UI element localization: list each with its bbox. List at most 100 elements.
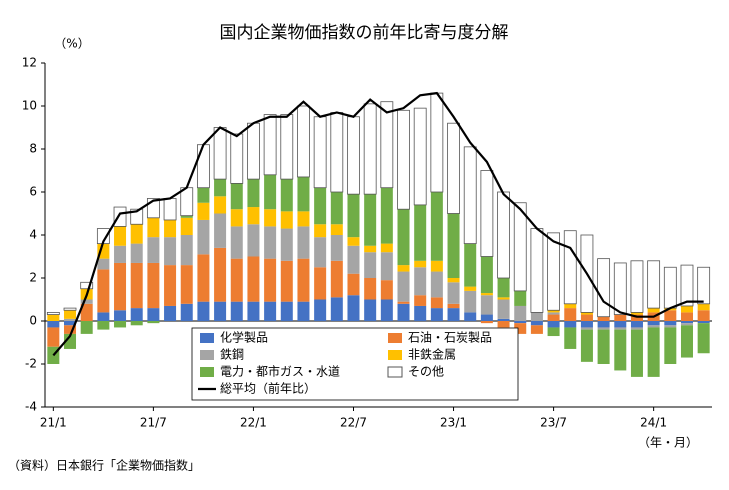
bar-segment xyxy=(414,260,427,268)
bar-segment xyxy=(63,307,77,311)
bar-segment xyxy=(630,327,643,330)
bar-segment xyxy=(464,290,477,313)
bar-segment xyxy=(330,224,343,235)
legend-label: 総平均（前年比） xyxy=(220,381,316,396)
bar-segment xyxy=(680,323,693,326)
bar-segment xyxy=(630,312,643,315)
bar-segment xyxy=(97,269,110,313)
bar-segment xyxy=(514,305,527,321)
bar-segment xyxy=(547,327,560,337)
bar-segment xyxy=(314,237,327,268)
legend-box xyxy=(191,327,519,401)
bar-segment xyxy=(413,107,427,206)
bar-segment xyxy=(80,321,93,334)
bar-segment xyxy=(297,105,310,178)
bar-segment xyxy=(514,323,527,334)
y-tick-label: 0 xyxy=(29,314,37,328)
bar-segment xyxy=(80,281,94,290)
bar-segment xyxy=(297,226,310,259)
bar-segment xyxy=(447,308,460,321)
bar-segment xyxy=(114,226,127,246)
bar-segment xyxy=(514,321,527,324)
bar-segment xyxy=(380,252,393,281)
legend-label: 化学製品 xyxy=(220,330,268,345)
bar-segment xyxy=(497,299,510,319)
bar-segment xyxy=(613,262,627,315)
bar-segment xyxy=(147,262,160,309)
legend-swatch xyxy=(387,366,403,378)
bar-segment xyxy=(564,303,577,309)
bar-segment xyxy=(130,262,143,309)
bar-segment xyxy=(663,266,677,309)
bar-segment xyxy=(130,224,143,244)
bar-segment xyxy=(197,144,210,189)
bar-segment xyxy=(547,232,560,311)
bar-segment xyxy=(513,202,527,292)
bar-segment xyxy=(430,92,444,193)
bar-segment xyxy=(214,179,227,197)
bar-segment xyxy=(580,327,593,330)
bar-segment xyxy=(97,321,110,330)
bar-segment xyxy=(64,310,77,319)
y-tick-label: -2 xyxy=(25,357,37,371)
bar-segment xyxy=(397,301,410,304)
bar-segment xyxy=(697,266,711,305)
bar-segment xyxy=(647,321,660,326)
bar-segment xyxy=(614,327,627,330)
bar-segment xyxy=(197,301,210,321)
bar-segment xyxy=(497,321,510,328)
legend-swatch xyxy=(200,333,214,343)
bar-segment xyxy=(180,235,193,266)
bar-segment xyxy=(197,187,210,203)
bar-segment xyxy=(680,264,694,307)
bar-segment xyxy=(230,258,243,302)
bar-segment xyxy=(280,114,294,180)
bar-segment xyxy=(247,207,260,225)
bar-segment xyxy=(697,303,710,311)
bar-segment xyxy=(597,258,611,318)
bar-segment xyxy=(680,305,693,313)
bar-segment xyxy=(697,310,710,321)
bar-segment xyxy=(280,228,293,261)
bar-segment xyxy=(480,293,493,296)
bar-segment xyxy=(464,243,477,287)
bar-segment xyxy=(330,260,343,298)
y-tick-label: 8 xyxy=(29,142,37,156)
bar-segment xyxy=(147,321,160,324)
bar-segment xyxy=(180,303,193,321)
bar-segment xyxy=(230,133,244,184)
bar-segment xyxy=(580,329,593,362)
bar-segment xyxy=(247,224,260,257)
bar-segment xyxy=(414,267,427,296)
bar-segment xyxy=(680,312,693,321)
legend-swatch xyxy=(388,333,402,343)
bar-segment xyxy=(397,109,410,210)
x-tick-label: 22/7 xyxy=(340,416,367,430)
bar-segment xyxy=(680,325,693,358)
bar-segment xyxy=(630,260,644,313)
bar-segment xyxy=(47,321,60,328)
bar-segment xyxy=(630,321,643,328)
bar-segment xyxy=(163,198,177,221)
bar-segment xyxy=(580,314,593,321)
bar-segment xyxy=(380,243,393,253)
y-tick-label: 4 xyxy=(29,228,37,242)
bar-segment xyxy=(214,247,227,302)
legend-swatch xyxy=(388,350,402,360)
legend-label: 鉄鋼 xyxy=(220,347,244,362)
bar-segment xyxy=(414,305,427,321)
bar-segment xyxy=(664,327,677,364)
y-tick-label: 12 xyxy=(22,56,37,70)
bar-segment xyxy=(280,179,293,212)
bar-segment xyxy=(164,237,177,266)
bar-segment xyxy=(380,187,393,244)
bar-segment xyxy=(347,194,360,238)
x-tick-label: 23/7 xyxy=(540,416,567,430)
bar-segment xyxy=(447,303,460,309)
legend-label: 石油・石炭製品 xyxy=(408,331,492,345)
bar-segment xyxy=(230,209,243,227)
bar-segment xyxy=(380,101,394,189)
bar-segment xyxy=(314,299,327,321)
x-tick-label: 21/1 xyxy=(40,416,67,430)
legend-label: 非鉄金属 xyxy=(408,347,456,362)
